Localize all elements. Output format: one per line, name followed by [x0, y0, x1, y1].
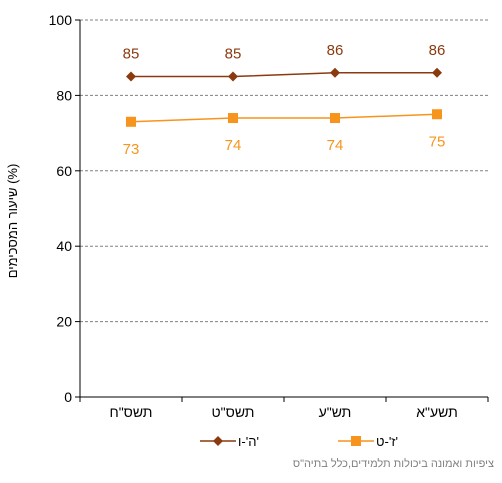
data-label: 75 [429, 133, 446, 150]
x-tick-label: תש"ע [319, 404, 352, 420]
data-point-square [330, 113, 340, 124]
data-point-diamond [432, 67, 442, 78]
y-tick-label: 80 [56, 87, 72, 103]
data-point-square [228, 113, 238, 124]
data-point-diamond [330, 67, 340, 78]
legend-label: ז'-ט' [376, 434, 398, 449]
data-label: 74 [327, 137, 344, 154]
legend-swatch-marker [351, 436, 361, 446]
legend-swatch-marker [213, 436, 223, 446]
data-labels: 85 85 86 86 73 74 74 75 [123, 42, 446, 158]
y-tick-label: 100 [49, 12, 73, 28]
x-tick-label: תשע"א [416, 404, 458, 420]
data-label: 85 [123, 46, 140, 63]
x-tick-label: תשס"ט [212, 404, 255, 420]
y-tick-label: 40 [56, 238, 72, 254]
legend-label: ה'-ו' [238, 434, 259, 449]
y-tick-label: 0 [64, 389, 72, 405]
legend: ה'-ו' ז'-ט' [200, 434, 398, 449]
data-point-diamond [228, 71, 238, 82]
source-note: ציפיות ואמונה ביכולות תלמידים,כלל בתיה"ס [292, 458, 494, 470]
y-axis-title: שיעור המסכימים (%) [5, 164, 20, 279]
data-label: 74 [225, 137, 242, 154]
axes: 0 20 40 60 80 100 תשס"ח תשס"ט תש"ע תשע"א [49, 12, 489, 420]
series-group [126, 67, 442, 127]
data-point-square [432, 109, 442, 120]
gridlines [80, 19, 488, 323]
data-point-diamond [126, 71, 136, 82]
series-line [131, 72, 437, 78]
data-label: 86 [327, 42, 344, 59]
y-tick-label: 20 [56, 314, 72, 330]
data-label: 86 [429, 42, 446, 59]
series-line [130, 113, 438, 123]
y-tick-label: 60 [56, 163, 72, 179]
data-label: 73 [123, 141, 140, 158]
x-tick-label: תשס"ח [110, 404, 153, 420]
data-label: 85 [225, 46, 242, 63]
data-point-square [126, 116, 136, 127]
